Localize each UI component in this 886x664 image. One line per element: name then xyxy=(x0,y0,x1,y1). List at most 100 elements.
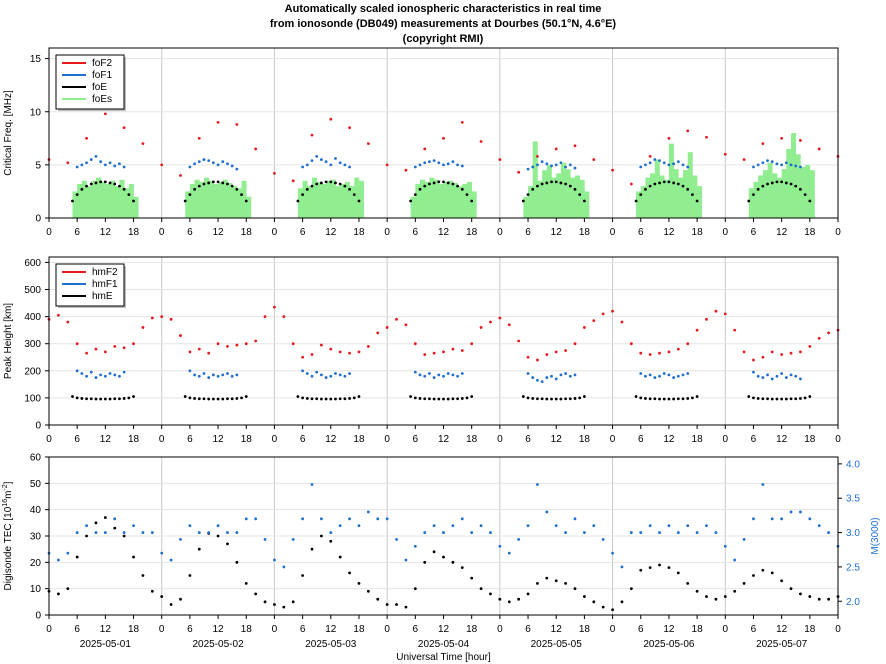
x-tick-label: 18 xyxy=(353,227,365,238)
foes-bar xyxy=(77,184,83,218)
hme-point xyxy=(202,397,206,401)
y-tick-label: 5 xyxy=(35,160,41,171)
foes-bar xyxy=(222,179,228,218)
m3000-point xyxy=(75,531,79,534)
tec-point xyxy=(733,589,737,593)
hme-point xyxy=(442,397,445,401)
fof2-point xyxy=(160,163,164,167)
hme-point xyxy=(193,397,196,400)
fof1-point xyxy=(761,161,765,165)
foe-point xyxy=(352,193,356,197)
foe-point xyxy=(188,193,192,197)
y2-tick-label: 2.5 xyxy=(846,562,860,573)
x-tick-label: 0 xyxy=(384,227,390,238)
foe-point xyxy=(536,184,539,188)
tec-point xyxy=(244,582,248,585)
tec-point xyxy=(827,597,831,601)
fof2-point xyxy=(761,142,765,146)
fof1-point xyxy=(789,163,793,167)
y2-tick-label: 4.0 xyxy=(846,459,860,470)
fof1-point xyxy=(460,164,464,168)
tec-point xyxy=(620,600,624,604)
foes-bar xyxy=(246,196,252,218)
hme-point xyxy=(310,397,314,401)
fof1-point xyxy=(310,159,314,163)
tec-point xyxy=(301,574,305,577)
date-label: 2025-05-04 xyxy=(418,639,470,650)
tec-point xyxy=(686,582,690,585)
fof1-point xyxy=(207,159,211,163)
y-tick-label: 0 xyxy=(35,611,41,622)
hmf1-point xyxy=(310,374,314,378)
hmf2-point xyxy=(545,353,549,356)
foes-bar xyxy=(110,180,116,218)
fof1-point xyxy=(540,160,544,164)
m3000-point xyxy=(658,531,661,534)
m3000-point xyxy=(780,517,784,521)
fof2-point xyxy=(554,147,558,151)
foe-point xyxy=(531,187,535,191)
fof2-point xyxy=(179,174,182,177)
foes-bar xyxy=(307,186,313,218)
fof1-point xyxy=(216,163,220,167)
hmf1-point xyxy=(644,374,647,378)
hmf1-point xyxy=(653,376,657,379)
x-tick-label: 0 xyxy=(497,227,503,238)
hmf1-point xyxy=(75,369,79,373)
fof2-point xyxy=(404,168,408,172)
foe-point xyxy=(799,187,802,191)
foe-point xyxy=(240,193,243,197)
foe-point xyxy=(634,199,638,203)
hmf2-point xyxy=(442,350,445,354)
fof1-point xyxy=(188,165,192,169)
hme-point xyxy=(681,397,685,401)
foe-point xyxy=(409,199,413,203)
tec-point xyxy=(169,603,173,606)
hme-point xyxy=(230,397,234,401)
x-tick-label: 12 xyxy=(438,434,450,445)
hme-point xyxy=(564,397,568,401)
fof2-point xyxy=(216,120,220,124)
foes-bar xyxy=(100,181,106,218)
fof2-point xyxy=(348,126,351,130)
fof2-point xyxy=(648,154,652,158)
m3000-point xyxy=(348,517,351,521)
m3000-point xyxy=(479,524,483,528)
x-tick-label: 0 xyxy=(610,434,616,445)
foe-point xyxy=(446,181,450,185)
m3000-point xyxy=(244,517,248,521)
m3000-point xyxy=(545,510,549,514)
x-tick-label: 18 xyxy=(466,227,478,238)
hmf1-point xyxy=(202,372,206,375)
foe-point xyxy=(526,193,530,197)
hme-point xyxy=(357,395,361,398)
tec-point xyxy=(395,603,398,606)
foe-point xyxy=(808,199,812,203)
hmf1-point xyxy=(662,372,666,375)
fof1-point xyxy=(118,162,121,166)
hmf2-point xyxy=(179,334,182,337)
x-tick-label: 18 xyxy=(241,624,253,635)
fof1-point xyxy=(329,163,333,167)
x-tick-label: 18 xyxy=(466,434,478,445)
hme-point xyxy=(211,397,215,401)
hme-point xyxy=(794,397,798,401)
hmf2-point xyxy=(667,350,671,354)
m3000-point xyxy=(639,531,643,534)
fof2-point xyxy=(460,120,464,124)
foes-bar xyxy=(678,177,684,218)
tec-point xyxy=(310,547,314,551)
hme-point xyxy=(301,396,305,400)
foes-bar xyxy=(471,191,477,218)
fof1-point xyxy=(545,162,549,166)
m3000-point xyxy=(451,524,455,528)
fof2-point xyxy=(85,136,88,140)
x-tick-label: 12 xyxy=(438,624,450,635)
foe-point xyxy=(676,182,680,186)
tec-point xyxy=(536,582,539,585)
foes-bar xyxy=(312,177,317,218)
hme-point xyxy=(550,397,553,401)
foe-point xyxy=(301,193,305,197)
m3000-point xyxy=(470,531,474,534)
date-label: 2025-05-02 xyxy=(192,639,244,650)
